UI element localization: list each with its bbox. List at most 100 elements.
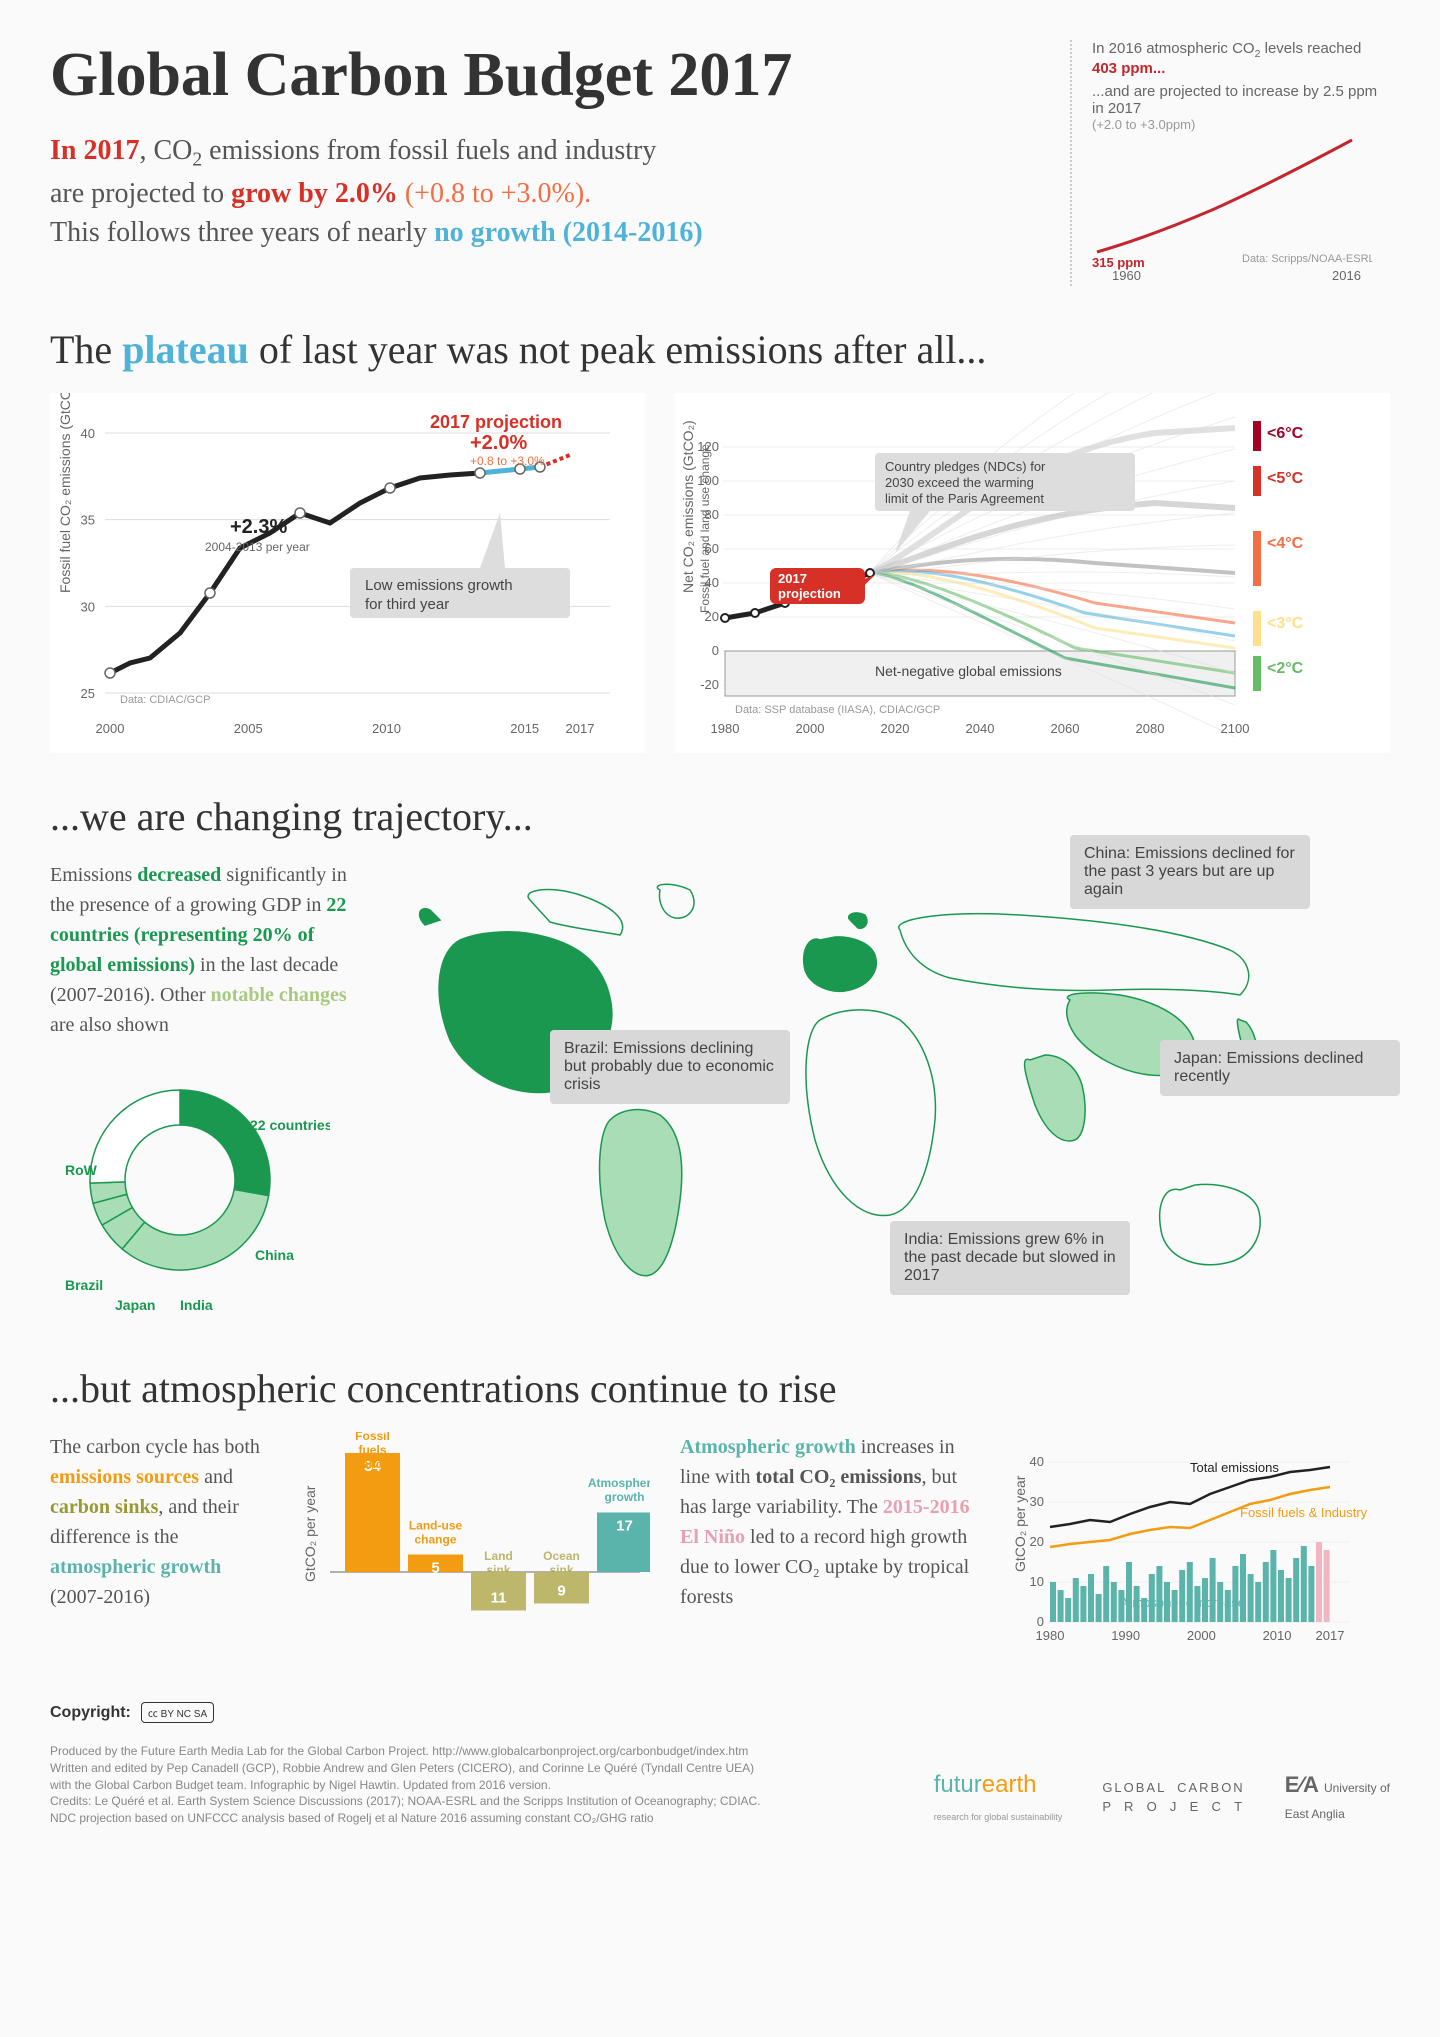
svg-text:-20: -20 [701,677,720,692]
logos: futurearthresearch for global sustainabi… [934,1768,1390,1827]
cc-icon: ㏄ BY NC SA [141,1702,214,1723]
svg-text:20: 20 [1030,1534,1044,1549]
svg-text:2010: 2010 [372,721,401,736]
svg-text:2005: 2005 [234,721,263,736]
map-row: Emissions decreased significantly in the… [50,860,1390,1325]
svg-text:<6°C: <6°C [1267,425,1304,442]
t: 2016 [1332,268,1361,282]
subtitle-in2017: In 2017 [50,135,139,166]
logo-uea: E⁄A University ofEast Anglia [1285,1770,1390,1826]
copyright-block: Copyright: ㏄ BY NC SA [50,1702,1390,1723]
svg-text:2020: 2020 [881,721,910,736]
c1-source: Data: CDIAC/GCP [120,694,210,706]
sources-sinks-chart: GtCO₂ per year 34FossilfuelsandIndustry5… [300,1432,650,1662]
t: 2017 [778,571,807,586]
c1-callout: Low emissions growth [365,577,513,594]
svg-text:sink: sink [549,1563,573,1577]
svg-text:2000: 2000 [96,721,125,736]
svg-text:<3°C: <3°C [1267,615,1304,632]
svg-text:<4°C: <4°C [1267,535,1304,552]
svg-text:100: 100 [698,473,720,488]
c1-trend: +2.3% [230,516,287,538]
svg-text:Land: Land [484,1549,513,1563]
callout-brazil: Brazil: Emissions declining but probably… [550,1030,790,1104]
svg-text:Fossil: Fossil [355,1432,390,1443]
t: 1960 [1112,268,1141,282]
header-left: Global Carbon Budget 2017 In 2017, CO2 e… [50,40,1040,286]
svg-text:Atmospheric: Atmospheric [588,1476,650,1490]
svg-text:2000: 2000 [1187,1628,1216,1643]
main-title: Global Carbon Budget 2017 [50,40,1040,111]
logo-gcp: GLOBAL CARBONP R O J E C T [1102,1779,1244,1815]
t: are projected to [50,178,231,209]
keeling-chart: 315 ppm Data: Scripps/NOAA-ESRL 1960 201… [1092,132,1372,282]
svg-text:40: 40 [705,575,719,590]
t: carbon sinks [50,1496,158,1518]
credits-text: Produced by the Future Earth Media Lab f… [50,1743,894,1827]
keeling-note3: (+2.0 to +3.0ppm) [1092,117,1390,132]
svg-text:20: 20 [705,609,719,624]
svg-text:40: 40 [81,426,95,441]
t: for third year [365,596,449,613]
section2-title: ...we are changing trajectory... [50,793,1390,840]
c1-trend-sub: 2004-2013 per year [205,540,310,554]
svg-text:30: 30 [81,599,95,614]
svg-text:2015: 2015 [510,721,539,736]
svg-text:RoW: RoW [65,1162,98,1178]
svg-text:5: 5 [431,1560,439,1577]
svg-text:2100: 2100 [1221,721,1250,736]
tc-l2: Fossil fuels & Industry [1240,1505,1368,1520]
chart1-ylabel: Fossil fuel CO₂ emissions (GtCO₂) [57,393,73,593]
t: Atmospheric growth [680,1436,856,1458]
t: levels reached [1260,40,1361,57]
svg-text:11: 11 [491,1590,507,1607]
callout-china: China: Emissions declined for the past 3… [1070,835,1310,909]
svg-text:Japan: Japan [115,1297,155,1313]
svg-text:Ocean: Ocean [543,1549,580,1563]
svg-text:<2°C: <2°C [1267,660,1304,677]
section1-title: The plateau of last year was not peak em… [50,326,1390,373]
svg-text:fuels: fuels [358,1443,386,1457]
t: (2007-2016) [50,1586,150,1608]
t: total CO₂ emissions [756,1466,922,1488]
t: notable changes [211,984,347,1006]
svg-text:India: India [180,1297,213,1313]
emissions-chart: 25303540 Fossil fuel CO₂ emissions (GtCO… [50,393,645,753]
footer: Produced by the Future Earth Media Lab f… [50,1743,1390,1827]
keeling-note2: ...and are projected to increase by 2.5 … [1092,83,1390,117]
bottom-row: The carbon cycle has both emissions sour… [50,1432,1390,1662]
bc-yl: GtCO₂ per year [302,1485,318,1582]
keeling-peak: 403 ppm... [1092,60,1165,77]
t: , CO [139,135,192,166]
svg-text:60: 60 [705,541,719,556]
t: This follows three years of nearly [50,217,434,248]
svg-text:sink: sink [486,1563,510,1577]
t: The [50,327,122,372]
c2-source: Data: SSP database (IIASA), CDIAC/GCP [735,704,940,716]
charts-row-1: 25303540 Fossil fuel CO₂ emissions (GtCO… [50,393,1390,753]
svg-text:40: 40 [1030,1454,1044,1469]
svg-text:2017: 2017 [566,721,595,736]
t: emissions sources [50,1466,199,1488]
t: projection [778,586,841,601]
svg-text:2010: 2010 [1263,1628,1292,1643]
svg-text:change: change [414,1533,456,1547]
svg-text:25: 25 [81,686,95,701]
tc-l1: Total emissions [1190,1460,1279,1475]
callout-india: India: Emissions grew 6% in the past dec… [890,1221,1130,1295]
donut-chart: RoW22 countriesChinaIndiaJapanBrazil [50,1060,330,1320]
t: Emissions [50,864,137,886]
keeling-panel: In 2016 atmospheric CO2 levels reached 4… [1070,40,1390,286]
plateau-word: plateau [122,327,249,372]
subtitle-range: (+0.8 to +3.0%). [398,178,591,209]
t: and [199,1466,233,1488]
svg-text:0: 0 [712,643,719,658]
svg-text:2000: 2000 [796,721,825,736]
t: Country pledges (NDCs) for [885,459,1046,474]
t: emissions from fossil fuels and industry [202,135,656,166]
svg-text:1990: 1990 [1111,1628,1140,1643]
svg-text:and: and [362,1457,383,1471]
svg-text:Brazil: Brazil [65,1277,103,1293]
svg-text:1980: 1980 [1036,1628,1065,1643]
c2-neg: Net-negative global emissions [875,663,1062,679]
